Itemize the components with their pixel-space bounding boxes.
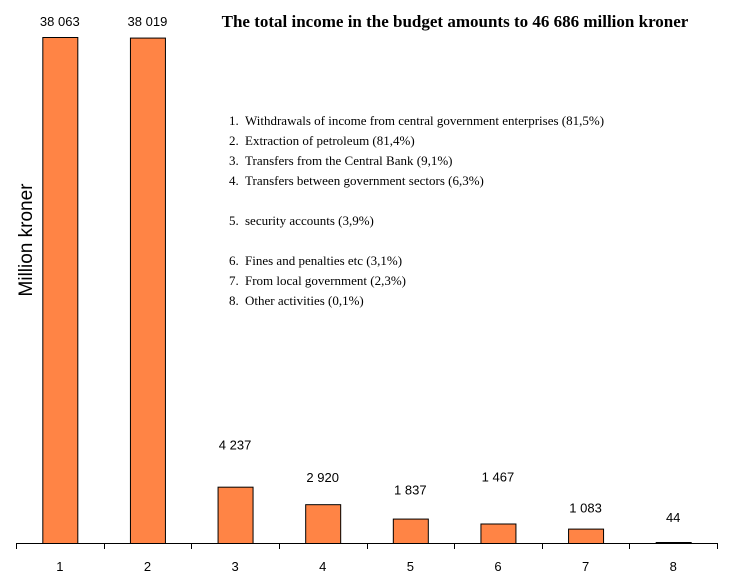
legend-number: 7.	[229, 273, 239, 288]
x-tick-label: 5	[407, 559, 414, 574]
x-tick-label: 4	[319, 559, 326, 574]
legend-number: 8.	[229, 293, 239, 308]
bar-4	[305, 504, 342, 544]
data-label: 1 467	[482, 469, 515, 484]
legend-item: Other activities (0,1%)	[245, 293, 364, 308]
legend-item: Fines and penalties etc (3,1%)	[245, 253, 402, 268]
data-label: 44	[666, 510, 680, 525]
chart-title: The total income in the budget amounts t…	[222, 12, 689, 31]
bar-1	[42, 37, 79, 544]
bar-6	[480, 523, 517, 544]
legend-item: Transfers from the Central Bank (9,1%)	[245, 153, 452, 168]
x-tick-label: 7	[582, 559, 589, 574]
y-axis-label: Million kroner	[16, 183, 37, 297]
legend-number: 4.	[229, 173, 239, 188]
x-tick-label: 8	[670, 559, 677, 574]
data-label: 38 063	[40, 14, 80, 29]
data-label: 1 837	[394, 483, 427, 498]
data-label: 38 019	[128, 14, 168, 29]
legend-number: 5.	[229, 213, 239, 228]
legend-item: Transfers between government sectors (6,…	[245, 173, 484, 188]
legend-item: security accounts (3,9%)	[245, 213, 374, 228]
legend-item: Withdrawals of income from central gover…	[245, 113, 604, 128]
legend-number: 6.	[229, 253, 239, 268]
legend-item: Extraction of petroleum (81,4%)	[245, 133, 415, 148]
x-axis: 1 2 3 4 5 6 7 8	[16, 543, 718, 574]
x-tick-label: 2	[144, 559, 151, 574]
x-tick-label: 1	[56, 559, 63, 574]
bar-2	[129, 37, 166, 544]
bars: 38 063 38 019 4 237 2 920 1 837 1 467 1 083 44	[40, 14, 692, 545]
data-label: 1 083	[569, 501, 602, 516]
data-label: 4 237	[219, 438, 252, 453]
legend-number: 3.	[229, 153, 239, 168]
legend: 1. Withdrawals of income from central gov…	[229, 113, 604, 308]
x-tick-label: 6	[494, 559, 501, 574]
bar-7	[568, 528, 605, 544]
legend-item: From local government (2,3%)	[245, 273, 406, 288]
legend-number: 2.	[229, 133, 239, 148]
bar-5	[392, 518, 429, 545]
x-tick-label: 3	[231, 559, 238, 574]
bar-3	[217, 486, 254, 544]
legend-number: 1.	[229, 113, 239, 128]
data-label: 2 920	[306, 470, 339, 485]
